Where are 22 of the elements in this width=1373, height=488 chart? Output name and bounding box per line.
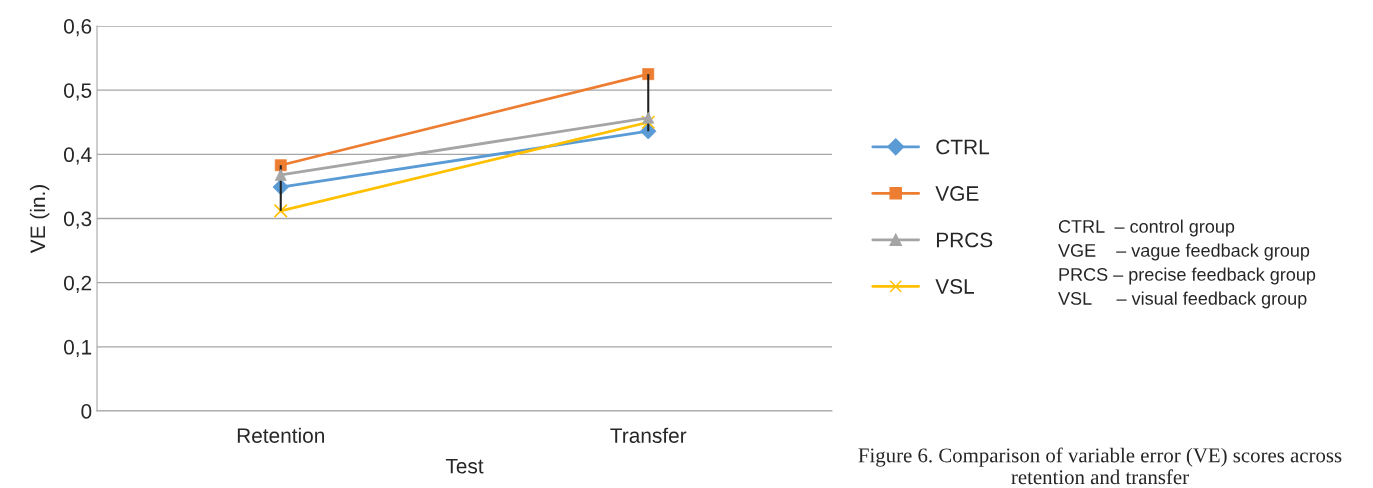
- x-axis-title: Test: [445, 458, 484, 474]
- y-tick-label: 0,6: [63, 19, 92, 37]
- legend-label: CTRL: [936, 139, 990, 155]
- point: [273, 203, 288, 218]
- text: VSL – visual feedback group: [1058, 291, 1307, 309]
- y-tick-label: 0,2: [63, 275, 92, 293]
- legend-label: PRCS: [937, 232, 993, 248]
- y-tick-label: 0,4: [63, 147, 92, 165]
- legend-label: VSL: [935, 279, 974, 294]
- text: VGE – vague feedback group: [1058, 243, 1310, 261]
- y-tick-label: 0: [81, 404, 92, 419]
- text: PRCS – precise feedback group: [1059, 267, 1316, 285]
- text: CTRL – control group: [1058, 219, 1235, 237]
- y-tick-label: 0,5: [63, 83, 92, 101]
- legend-label: VGE: [935, 186, 979, 201]
- y-tick-label: 0,3: [63, 211, 92, 229]
- y-axis-title: VE (in.): [29, 185, 50, 254]
- x-tick-label: Transfer: [610, 427, 687, 443]
- point: [641, 115, 656, 130]
- caption: Figure 6. Comparison of variable error (VE) scores across retention and transfer: [858, 447, 1342, 485]
- x-tick-label: Retention: [237, 427, 324, 443]
- y-tick-label: 0,1: [63, 339, 92, 358]
